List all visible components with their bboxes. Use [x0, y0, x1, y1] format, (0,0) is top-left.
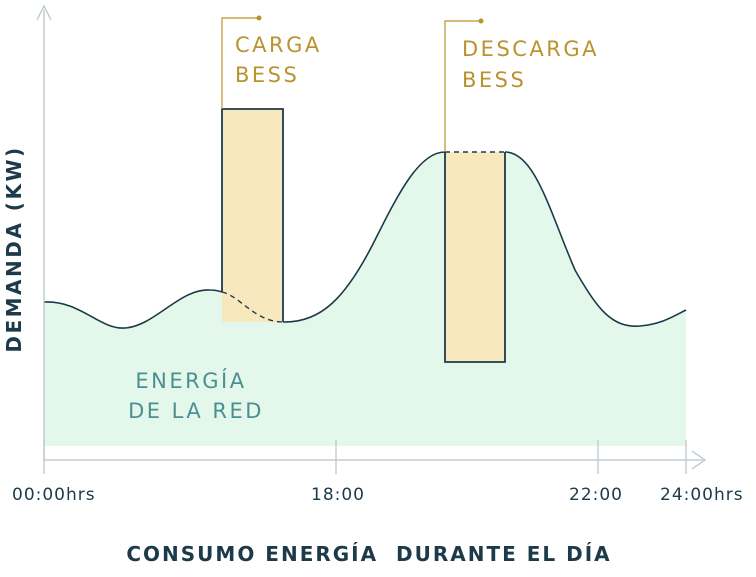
original-curve-dashed-charge: [221, 291, 284, 323]
discharge-leader-dot: [478, 18, 484, 24]
demand-curve-end: [504, 151, 687, 327]
tick-label-1: 18:00: [311, 485, 365, 505]
charge-label-line-1: CARGA: [235, 33, 322, 57]
discharge-bess-block: [445, 152, 505, 362]
y-axis-arrow: [36, 4, 52, 21]
y-axis-label: DEMANDA (KW): [2, 145, 26, 352]
discharge-label-line-2: BESS: [462, 68, 526, 92]
charge-leader-dot: [256, 15, 262, 21]
charge-bess-outline: [221, 108, 284, 322]
discharge-bess-outline: [444, 152, 506, 363]
grid-energy-area: [44, 152, 686, 446]
demand-curve-mid: [283, 151, 446, 323]
charge-label-line-2: BESS: [235, 63, 299, 87]
discharge-leader: [444, 20, 481, 152]
grid-energy-label-line-1: ENERGÍA: [135, 368, 246, 393]
tick-label-2: 22:00: [569, 485, 623, 505]
charge-leader: [221, 17, 259, 109]
x-axis-arrow: [691, 450, 707, 470]
discharge-label-line-1: DESCARGA: [462, 37, 599, 61]
x-axis-title: CONSUMO ENERGÍA DURANTE EL DÍA: [126, 542, 611, 566]
grid-energy-label-line-2: DE LA RED: [128, 399, 264, 423]
tick-label-0: 00:00hrs: [12, 485, 96, 505]
charge-bess-block: [222, 109, 283, 322]
demand-curve: [43, 289, 223, 329]
tick-label-3: 24:00hrs: [660, 485, 744, 505]
